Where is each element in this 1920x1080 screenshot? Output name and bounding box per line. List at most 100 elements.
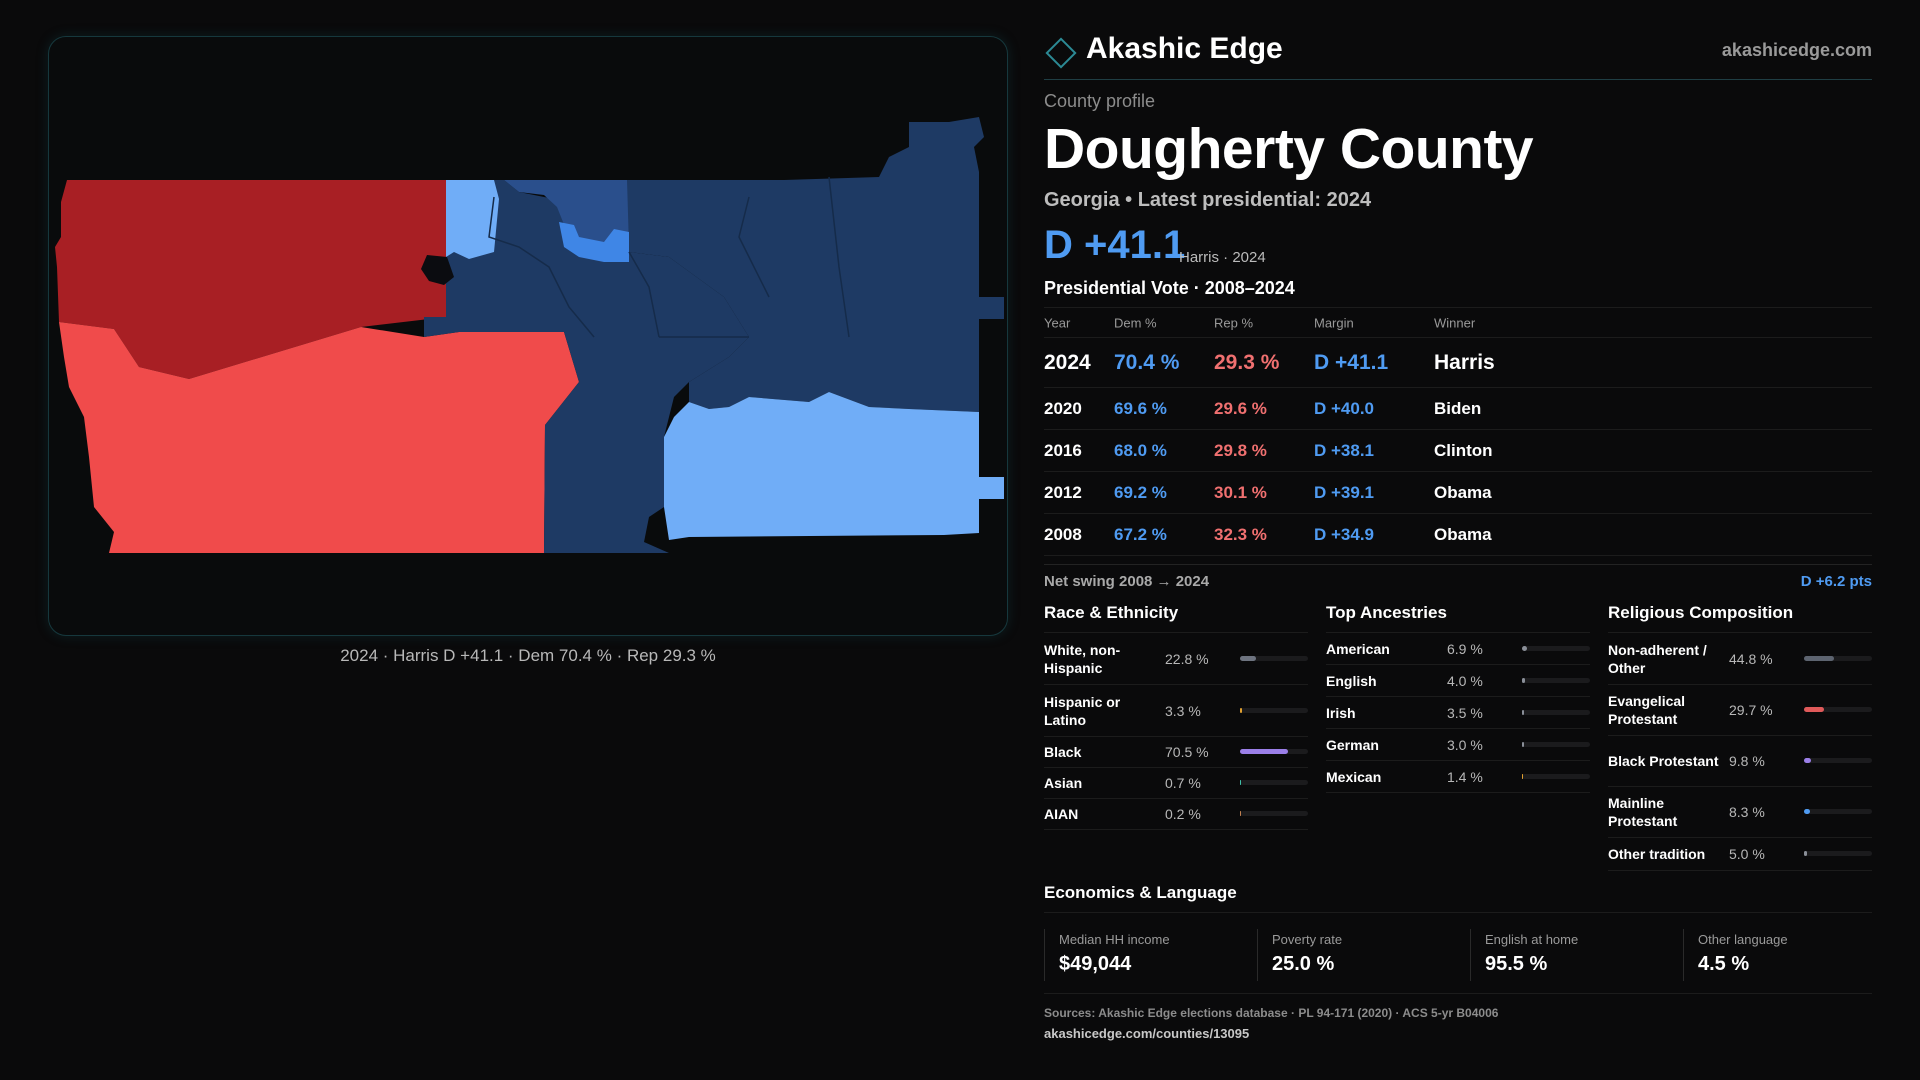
precinct-central[interactable] [424,180,749,553]
precinct-airport[interactable] [559,222,629,262]
table-row[interactable]: 2020 69.6 % 29.6 % D +40.0 Biden [1044,388,1872,430]
item-bar-fill [1240,707,1243,713]
item-label: Mexican [1326,768,1382,785]
table-row[interactable]: 2008 67.2 % 32.3 % D +34.9 Obama [1044,514,1872,556]
site-link[interactable]: akashicedge.com [1721,40,1872,60]
item-bar [1804,809,1872,814]
item-label: White, non-Hispanic [1044,641,1121,676]
item-label: Hispanic or Latino [1044,693,1121,728]
item-bar [1240,655,1308,661]
row-dem: 69.6 % [1114,398,1167,418]
list-item: Black Protestant 9.8 % [1608,736,1872,787]
list-item: Black 70.5 % [1044,737,1308,768]
item-bar [1804,707,1872,712]
stat-median-income: Median HH income $49,044 [1044,929,1251,981]
item-bar-fill [1240,749,1288,754]
stat-english-at-home: English at home 95.5 % [1470,929,1677,981]
item-bar [1522,709,1590,715]
stat-other-language: Other language 4.5 % [1683,929,1890,981]
item-label: Other tradition [1608,846,1706,862]
precinct-enclave[interactable] [421,255,454,285]
item-bar-fill [1240,655,1256,661]
stat-value: 4.5 % [1698,953,1750,975]
item-label: German [1326,736,1379,753]
item-value: 8.3 % [1729,804,1765,820]
economics-divider [1044,912,1872,913]
row-year: 2012 [1044,482,1082,502]
list-item: Irish 3.5 % [1326,697,1590,729]
precinct-north-light[interactable] [446,180,499,259]
item-value: 3.5 % [1447,704,1483,721]
county-url-link[interactable]: akashicedge.com/counties/13095 [1044,1026,1250,1041]
list-item: German 3.0 % [1326,729,1590,761]
item-value: 29.7 % [1729,702,1773,718]
row-winner: Obama [1434,482,1492,502]
precinct-north-mid[interactable] [504,180,629,252]
item-value: 5.0 % [1729,846,1765,862]
precinct-southeast[interactable] [664,392,1004,540]
row-year: 2016 [1044,440,1082,460]
ancestry-title: Top Ancestries [1326,603,1590,633]
row-rep: 29.3 % [1214,350,1280,374]
row-year: 2020 [1044,398,1082,418]
list-item: Non-adherent / Other 44.8 % [1608,633,1872,685]
row-year: 2008 [1044,524,1082,544]
item-label: Irish [1326,704,1356,721]
item-bar-fill [1522,773,1524,779]
item-bar [1240,780,1308,785]
list-item: Hispanic or Latino 3.3 % [1044,685,1308,737]
precinct-northwest[interactable] [55,180,446,379]
list-item: Mexican 1.4 % [1326,761,1590,793]
header-winner: Winner [1434,315,1476,330]
item-label: American [1326,640,1390,657]
item-label: Black [1044,744,1082,760]
item-value: 3.0 % [1447,736,1483,753]
item-value: 4.0 % [1447,672,1483,689]
table-row[interactable]: 2024 70.4 % 29.3 % D +41.1 Harris [1044,338,1872,388]
row-margin: D +40.0 [1314,398,1375,418]
religion-title: Religious Composition [1608,603,1872,633]
brand-name: Akashic Edge [1086,32,1283,65]
item-label: AIAN [1044,806,1079,822]
row-winner: Biden [1434,398,1482,418]
stat-label: Other language [1698,932,1788,947]
row-dem: 68.0 % [1114,440,1167,460]
latest-margin: D +41.1 [1044,223,1186,267]
row-dem: 67.2 % [1114,524,1167,544]
header-year: Year [1044,315,1071,330]
header-rep: Rep % [1214,315,1254,330]
list-item: Asian 0.7 % [1044,768,1308,799]
item-bar-fill [1804,809,1810,814]
presidential-vote-table: Year Dem % Rep % Margin Winner 2024 70.4… [1044,307,1872,556]
item-bar [1240,749,1308,754]
item-bar-fill [1804,655,1835,661]
item-bar [1804,851,1872,856]
row-margin: D +39.1 [1314,482,1375,502]
votes-section-title: Presidential Vote · 2008–2024 [1044,278,1295,298]
precinct-southwest[interactable] [59,322,579,553]
precinct-northeast[interactable] [629,117,1004,412]
item-bar-fill [1522,677,1525,683]
row-margin: D +38.1 [1314,440,1375,460]
brand[interactable]: Akashic Edge [1044,32,1283,69]
item-bar [1240,707,1308,713]
item-value: 0.7 % [1165,775,1201,791]
footer-divider [1044,993,1872,994]
item-bar [1804,655,1872,661]
header-margin: Margin [1314,315,1354,330]
item-bar-fill [1804,707,1825,712]
item-label: Mainline Protestant [1608,795,1678,829]
stat-label: Median HH income [1059,932,1170,947]
table-row[interactable]: 2016 68.0 % 29.8 % D +38.1 Clinton [1044,430,1872,472]
table-row[interactable]: 2012 69.2 % 30.1 % D +39.1 Obama [1044,472,1872,514]
item-label: English [1326,672,1377,689]
row-margin: D +41.1 [1314,350,1389,374]
row-dem: 70.4 % [1114,350,1180,374]
latest-margin-note: Harris · 2024 [1179,249,1266,266]
item-value: 0.2 % [1165,806,1201,822]
item-bar [1522,741,1590,747]
row-rep: 29.8 % [1214,440,1267,460]
item-bar-fill [1522,709,1525,715]
county-map-panel [48,36,1008,636]
item-value: 9.8 % [1729,753,1765,769]
